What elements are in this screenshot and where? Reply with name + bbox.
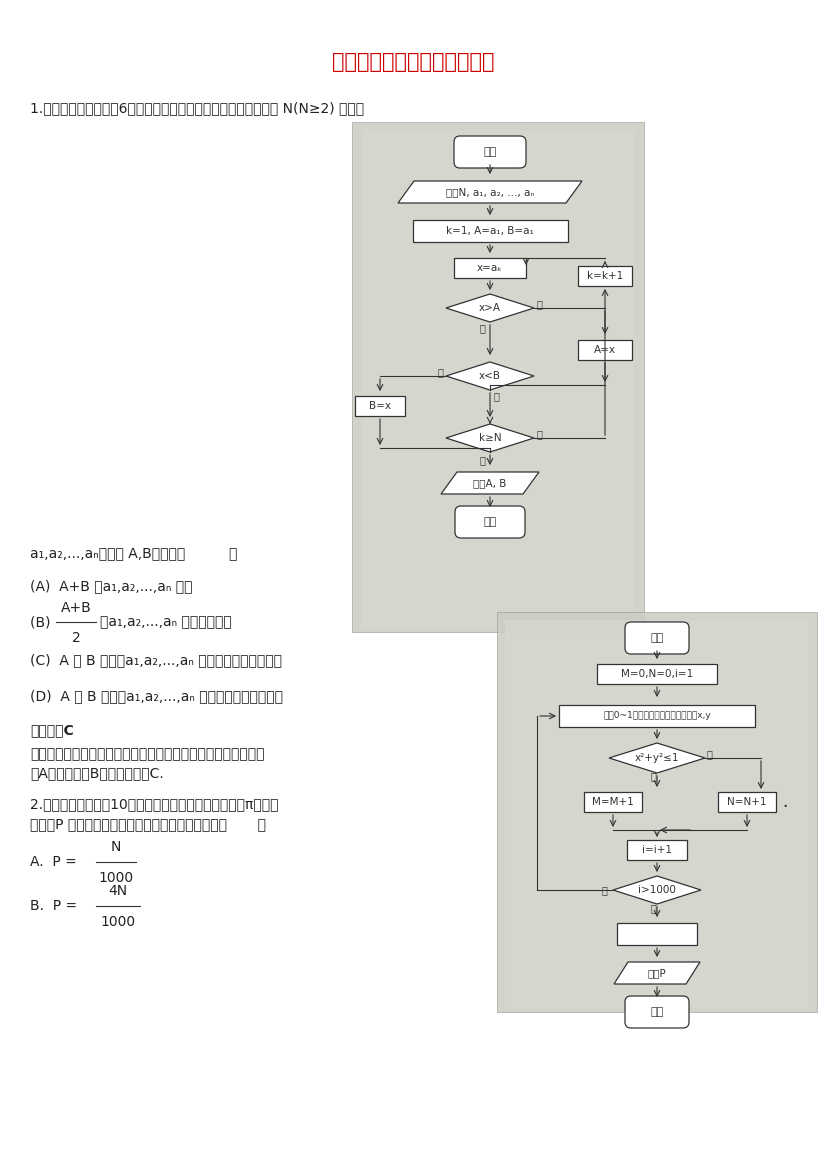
Text: 高考真题分类汇编：程序框图: 高考真题分类汇编：程序框图 bbox=[332, 51, 494, 72]
Text: M=M+1: M=M+1 bbox=[592, 797, 634, 807]
Text: A=x: A=x bbox=[594, 345, 616, 355]
Text: 产生0~1之间的两个随机数分别赋给x,y: 产生0~1之间的两个随机数分别赋给x,y bbox=[603, 712, 711, 720]
Polygon shape bbox=[446, 293, 534, 321]
Text: 输入N, a₁, a₂, ..., aₙ: 输入N, a₁, a₂, ..., aₙ bbox=[446, 187, 534, 198]
Bar bbox=[597, 664, 717, 684]
Text: 否: 否 bbox=[601, 885, 607, 895]
Polygon shape bbox=[446, 424, 534, 452]
Text: 否: 否 bbox=[707, 749, 713, 759]
Text: N=N+1: N=N+1 bbox=[727, 797, 767, 807]
Text: 是: 是 bbox=[479, 455, 485, 465]
Text: N: N bbox=[111, 841, 121, 855]
Text: k=k+1: k=k+1 bbox=[587, 271, 623, 281]
Text: 【解析】根据程序框图可知，这是一个数据大小比拟的程序，其: 【解析】根据程序框图可知，这是一个数据大小比拟的程序，其 bbox=[30, 747, 264, 761]
Text: 是: 是 bbox=[537, 299, 543, 309]
Text: i=i+1: i=i+1 bbox=[642, 845, 672, 855]
Text: 否: 否 bbox=[494, 390, 500, 401]
Text: x>A: x>A bbox=[479, 303, 501, 313]
Text: B=x: B=x bbox=[369, 401, 391, 411]
Text: 输出P: 输出P bbox=[648, 968, 667, 978]
Text: (B): (B) bbox=[30, 615, 55, 629]
Text: 2: 2 bbox=[72, 631, 80, 645]
Text: 开始: 开始 bbox=[650, 632, 663, 643]
Bar bbox=[627, 841, 687, 860]
Polygon shape bbox=[446, 362, 534, 390]
Bar bbox=[578, 340, 632, 360]
Text: 中A为最大值，B为最小值，选C.: 中A为最大值，B为最小值，选C. bbox=[30, 766, 164, 780]
Bar bbox=[362, 130, 634, 628]
Text: A.  P =: A. P = bbox=[30, 855, 81, 869]
Text: 否: 否 bbox=[479, 323, 485, 333]
Bar bbox=[454, 258, 526, 278]
Bar bbox=[617, 924, 697, 945]
Bar bbox=[355, 396, 405, 416]
Bar bbox=[497, 613, 817, 1012]
Text: k≥N: k≥N bbox=[479, 433, 501, 443]
Text: 结束: 结束 bbox=[650, 1007, 663, 1017]
Bar bbox=[412, 220, 567, 242]
Text: 是: 是 bbox=[650, 772, 656, 781]
Text: 框图，P 表示估计结果，那么图中空白框内应填入（       ）: 框图，P 表示估计结果，那么图中空白框内应填入（ ） bbox=[30, 817, 266, 831]
Text: 开始: 开始 bbox=[483, 147, 496, 157]
Bar bbox=[352, 122, 644, 632]
Text: 1000: 1000 bbox=[101, 915, 135, 929]
FancyBboxPatch shape bbox=[454, 136, 526, 168]
Text: (A)  A+B 为a₁,a₂,...,aₙ 的和: (A) A+B 为a₁,a₂,...,aₙ 的和 bbox=[30, 579, 192, 593]
Text: i>1000: i>1000 bbox=[638, 885, 676, 895]
Bar bbox=[559, 705, 755, 727]
Bar bbox=[578, 267, 632, 286]
FancyBboxPatch shape bbox=[625, 622, 689, 653]
Polygon shape bbox=[398, 181, 582, 203]
Bar bbox=[718, 793, 776, 812]
Text: x<B: x<B bbox=[479, 371, 501, 381]
Text: 1.【高考真题新课标理6】如果执行右边的程序框图，输入正整数 N(N≥2) 和实数: 1.【高考真题新课标理6】如果执行右边的程序框图，输入正整数 N(N≥2) 和实… bbox=[30, 101, 364, 115]
Text: 2.【高考真题陕西理10】右图是用模拟方法估计圆周率π的程序: 2.【高考真题陕西理10】右图是用模拟方法估计圆周率π的程序 bbox=[30, 797, 278, 811]
Text: 4N: 4N bbox=[108, 884, 127, 898]
Text: 为a₁,a₂,...,aₙ 的算术平均数: 为a₁,a₂,...,aₙ 的算术平均数 bbox=[100, 615, 232, 629]
Text: A+B: A+B bbox=[60, 601, 92, 615]
Text: 是: 是 bbox=[650, 902, 656, 913]
Text: a₁,a₂,...,aₙ，输出 A,B，那么（          ）: a₁,a₂,...,aₙ，输出 A,B，那么（ ） bbox=[30, 546, 237, 560]
Text: (C)  A 和 B 分别是a₁,a₂,...,aₙ 中最大的数和最小的数: (C) A 和 B 分别是a₁,a₂,...,aₙ 中最大的数和最小的数 bbox=[30, 653, 282, 667]
Text: 否: 否 bbox=[537, 429, 543, 440]
Text: 是: 是 bbox=[437, 367, 443, 376]
Polygon shape bbox=[613, 876, 701, 904]
Text: x²+y²≤1: x²+y²≤1 bbox=[634, 753, 679, 763]
Text: .: . bbox=[782, 793, 787, 811]
Polygon shape bbox=[441, 472, 539, 494]
FancyBboxPatch shape bbox=[625, 996, 689, 1028]
Text: 结束: 结束 bbox=[483, 517, 496, 527]
Polygon shape bbox=[609, 743, 705, 773]
Bar bbox=[584, 793, 642, 812]
Bar bbox=[505, 620, 809, 1008]
Polygon shape bbox=[614, 962, 700, 984]
FancyBboxPatch shape bbox=[455, 506, 525, 538]
Text: 输出A, B: 输出A, B bbox=[473, 478, 506, 487]
Text: k=1, A=a₁, B=a₁: k=1, A=a₁, B=a₁ bbox=[446, 226, 534, 236]
Text: 1000: 1000 bbox=[98, 871, 134, 885]
Text: (D)  A 和 B 分别是a₁,a₂,...,aₙ 中最小的数和最大的数: (D) A 和 B 分别是a₁,a₂,...,aₙ 中最小的数和最大的数 bbox=[30, 689, 283, 703]
Text: x=aₖ: x=aₖ bbox=[477, 263, 503, 274]
Text: M=0,N=0,i=1: M=0,N=0,i=1 bbox=[621, 669, 693, 679]
Text: B.  P =: B. P = bbox=[30, 899, 82, 913]
Text: 【答案】C: 【答案】C bbox=[30, 722, 74, 736]
